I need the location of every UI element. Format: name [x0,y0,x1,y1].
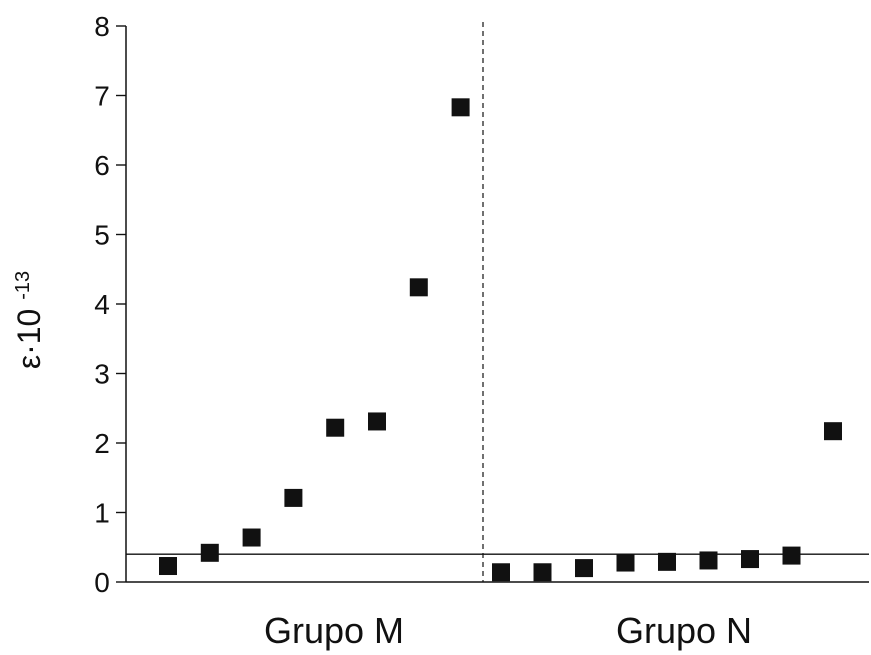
data-point [782,546,801,565]
data-point [658,552,676,571]
y-tick-label: 2 [94,428,110,459]
y-tick-label: 3 [94,359,110,390]
y-tick-label: 0 [94,567,110,598]
data-point [284,488,303,507]
data-point [699,551,718,570]
data-point [492,563,510,582]
group-label-n: Grupo N [616,610,752,651]
y-tick-label: 8 [94,11,110,42]
data-point [824,422,842,441]
data-point [741,550,759,569]
y-tick-label: 4 [94,289,110,320]
data-point [326,418,345,437]
y-tick-label: 1 [94,498,110,529]
y-tick-label: 5 [94,220,110,251]
data-point [575,559,593,578]
y-axis-ticks: 0 1 2 3 4 5 6 7 8 [94,11,126,598]
data-point [533,563,552,582]
data-point [200,543,219,562]
data-point [159,557,177,576]
data-point [409,278,428,297]
y-axis-label: ε·10 -13 [11,271,47,369]
data-point [242,528,261,547]
group-label-m: Grupo M [264,610,404,651]
data-point [451,98,470,117]
y-axis-label-main: ε·10 [11,309,47,370]
y-tick-label: 6 [94,150,110,181]
data-point [368,412,386,431]
data-point [616,553,635,572]
data-points [159,98,842,582]
y-tick-label: 7 [94,81,110,112]
y-axis-label-exponent: -13 [12,271,34,300]
